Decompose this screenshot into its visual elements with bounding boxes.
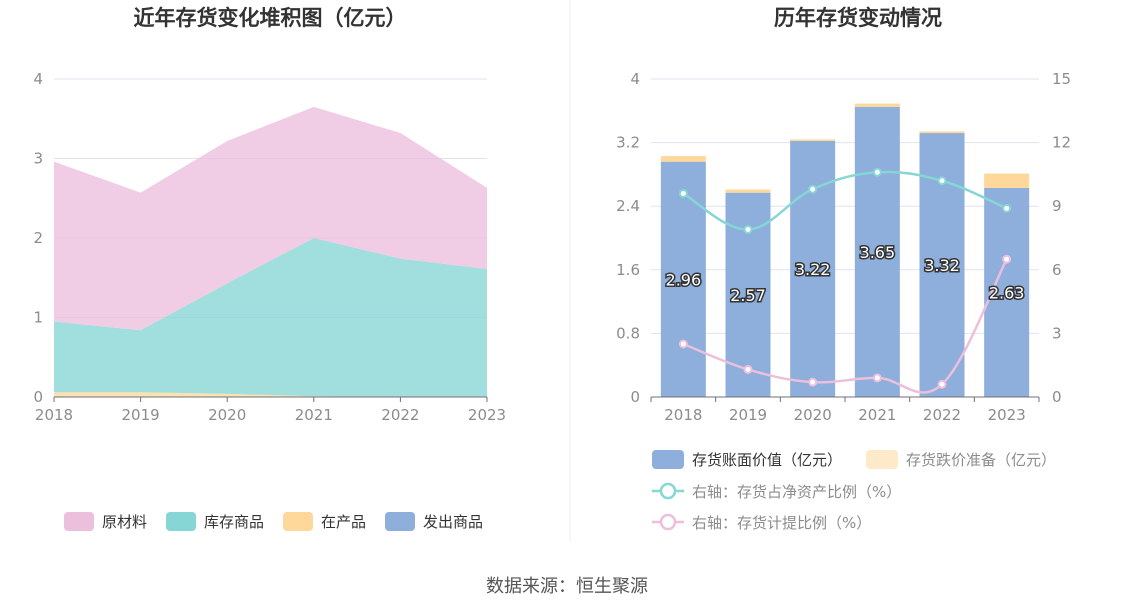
- x-tick-label: 2021: [858, 406, 896, 424]
- left-areas: [54, 106, 487, 397]
- x-tick-label: 2020: [208, 406, 246, 424]
- legend-label: 原材料: [102, 513, 147, 531]
- y-right-tick-label: 3: [1052, 324, 1062, 342]
- x-tick-label: 2019: [729, 406, 767, 424]
- line-point: [743, 364, 753, 374]
- data-source-footer: 数据来源：恒生聚源: [486, 576, 648, 597]
- line-point: [808, 184, 818, 194]
- line-point: [1002, 254, 1012, 264]
- legend-label: 发出商品: [423, 513, 483, 531]
- x-tick-label: 2022: [923, 406, 961, 424]
- x-tick-label: 2018: [664, 406, 702, 424]
- legend-swatch: [166, 512, 196, 531]
- y-tick-label: 3: [33, 150, 43, 168]
- bar-line-chart: 历年存货变动情况 2.96 2.57 3.22 3.65 3.32 2.63 0 0.8 1.…: [616, 6, 1071, 532]
- bar-book-value: [854, 106, 900, 397]
- line-point: [872, 373, 882, 383]
- y-right-tick-label: 12: [1052, 134, 1071, 152]
- y-tick-label: 0: [33, 388, 43, 406]
- y-left-tick-label: 4: [630, 70, 640, 88]
- legend-label: 在产品: [321, 513, 366, 531]
- left-axes: 0 1 2 3 4 2018 2019 2020 2021 2022 2023: [33, 70, 506, 424]
- line-point: [808, 377, 818, 387]
- bar-value-label: 2.96: [666, 270, 702, 289]
- right-bars: [660, 103, 1030, 397]
- area-series: [54, 392, 487, 397]
- x-tick-label: 2023: [988, 406, 1026, 424]
- chart-title-right: 历年存货变动情况: [774, 6, 942, 30]
- y-left-tick-label: 0.8: [616, 324, 640, 342]
- area-series: [54, 238, 487, 397]
- bar-value-label: 3.22: [795, 260, 831, 279]
- x-tick-label: 2020: [794, 406, 832, 424]
- area-series: [54, 106, 487, 331]
- line-point: [872, 167, 882, 177]
- x-tick-label: 2018: [35, 406, 73, 424]
- y-right-tick-label: 6: [1052, 261, 1062, 279]
- line-point: [1002, 203, 1012, 213]
- bar-book-value: [660, 161, 706, 397]
- bar-value-label: 3.65: [860, 243, 896, 262]
- line-point: [937, 176, 947, 186]
- y-left-tick-label: 2.4: [616, 197, 640, 215]
- left-legend: 原材料 库存商品 在产品 发出商品: [64, 512, 483, 531]
- bar-impairment: [790, 139, 836, 142]
- right-grid: [651, 78, 1039, 334]
- legend-swatch: [64, 512, 94, 531]
- right-bar-labels: 2.96 2.57 3.22 3.65 3.32 2.63: [664, 241, 1026, 306]
- line-point: [937, 379, 947, 389]
- x-tick-label: 2021: [295, 406, 333, 424]
- legend-label: 存货跌价准备（亿元）: [906, 451, 1056, 469]
- bar-impairment: [984, 173, 1030, 188]
- y-left-tick-label: 0: [630, 388, 640, 406]
- right-axes: 0 0.8 1.6 2.4 3.2 4 0 3 6 9 12 15 2018 2019 2020 2021 20…: [616, 70, 1071, 424]
- legend-label: 存货账面价值（亿元）: [692, 451, 842, 469]
- x-tick-label: 2022: [381, 406, 419, 424]
- right-legend: 存货账面价值（亿元） 存货跌价准备（亿元） 右轴：存货占净资产比例（%） 右轴：存货计…: [652, 450, 1056, 532]
- line-point: [678, 339, 688, 349]
- bar-impairment: [660, 156, 706, 162]
- legend-label: 右轴：存货计提比例（%）: [692, 514, 871, 532]
- chart-title-left: 近年存货变化堆积图（亿元）: [134, 6, 407, 30]
- bar-impairment: [725, 189, 771, 193]
- legend-swatch: [283, 512, 313, 531]
- legend-swatch: [866, 450, 898, 469]
- legend-marker: [659, 513, 677, 531]
- legend-swatch: [652, 450, 684, 469]
- bar-value-label: 3.32: [924, 256, 960, 275]
- bar-value-label: 2.57: [730, 286, 766, 305]
- legend-label: 右轴：存货占净资产比例（%）: [692, 483, 901, 501]
- y-tick-label: 4: [33, 70, 43, 88]
- x-tick-label: 2019: [122, 406, 160, 424]
- line-series: [682, 170, 1008, 231]
- x-tick-label: 2023: [468, 406, 506, 424]
- right-lines: [678, 167, 1012, 394]
- legend-marker: [659, 482, 677, 500]
- y-tick-label: 1: [33, 309, 43, 327]
- bar-value-label: 2.63: [989, 283, 1025, 302]
- y-right-tick-label: 9: [1052, 197, 1062, 215]
- y-tick-label: 2: [33, 229, 43, 247]
- y-right-tick-label: 0: [1052, 388, 1062, 406]
- y-left-tick-label: 1.6: [616, 261, 640, 279]
- legend-swatch: [385, 512, 415, 531]
- legend-label: 库存商品: [204, 513, 264, 531]
- line-point: [678, 188, 688, 198]
- stacked-area-chart: 近年存货变化堆积图（亿元） 0 1 2 3 4 2018 2019 2020 2021 2022 2…: [33, 6, 506, 531]
- bar-impairment: [854, 103, 900, 107]
- bar-impairment: [919, 131, 965, 134]
- line-point: [743, 225, 753, 235]
- y-right-tick-label: 15: [1052, 70, 1071, 88]
- y-left-tick-label: 3.2: [616, 134, 640, 152]
